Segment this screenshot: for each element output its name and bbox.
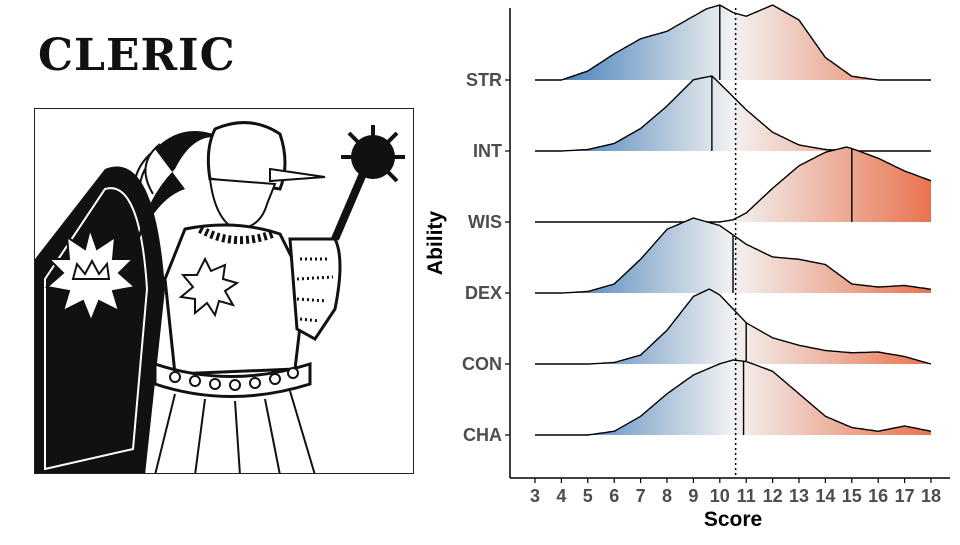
y-tick-label-wis: WIS [468,212,502,232]
x-tick-label-14: 14 [815,486,835,506]
x-tick-label-3: 3 [530,486,540,506]
face-shape [208,177,277,231]
x-tick-label-11: 11 [737,486,756,506]
arm-shape [288,237,342,341]
x-tick-label-4: 4 [556,486,566,506]
ridgeline-chart: 3 4 5 6 7 8 9 10 11 12 13 14 15 16 17 18 STR INT WIS DEX CO… [420,0,960,540]
ridge-line-wis [535,146,932,223]
cleric-drawing [35,121,405,473]
x-tick-label-5: 5 [583,486,593,506]
skirt-folds [154,390,316,473]
ridge-fill-cha [535,360,931,435]
flail-handle [331,167,369,241]
y-tick-label-cha: CHA [463,425,502,445]
shield-shape [35,166,165,473]
x-tick-label-13: 13 [789,486,809,506]
ridge-line-int [535,75,931,152]
x-tick-label-15: 15 [842,486,862,506]
hair-strands [133,143,161,230]
x-tick-label-9: 9 [688,486,698,506]
y-ticks-group: STR INT WIS DEX CON CHA [462,70,510,445]
x-tick-label-16: 16 [868,486,888,506]
page-title: CLERIC [38,30,236,81]
y-tick-label-str: STR [466,70,502,90]
ridge-fill-con [535,289,931,364]
chart-svg: 3 4 5 6 7 8 9 10 11 12 13 14 15 16 17 18 STR INT WIS DEX CO… [424,4,950,531]
ridge-fill-wis [535,147,931,222]
ridge-fill-str [535,5,931,80]
x-tick-label-7: 7 [636,486,646,506]
x-tick-label-18: 18 [921,486,941,506]
ridges-group [535,4,932,436]
chest-emblem-icon [178,256,240,318]
hair-shape [135,131,225,249]
x-tick-label-12: 12 [763,486,783,506]
ridge-fill-int [535,76,931,151]
y-tick-label-int: INT [473,141,502,161]
x-tick-label-8: 8 [662,486,672,506]
arm-chainmail [296,257,334,323]
x-tick-label-17: 17 [895,486,915,506]
ridge-line-cha [535,359,932,436]
chainmail-collar [198,225,277,245]
x-axis-title: Score [704,508,762,531]
y-tick-label-dex: DEX [465,283,502,303]
tunic-shape [163,223,307,376]
x-ticks-group: 3 4 5 6 7 8 9 10 11 12 13 14 15 16 17 18 [530,478,941,506]
shield-rim [44,187,149,471]
helmet-shape [206,121,287,191]
ridge-line-str [535,4,931,81]
y-tick-label-con: CON [462,354,502,374]
ridge-line-con [535,288,932,365]
shield-emblem-icon [44,225,138,324]
helmet-wing [269,167,326,183]
x-tick-label-10: 10 [710,486,730,506]
crown-icon [71,258,111,280]
belt-studs [169,367,299,391]
x-tick-label-6: 6 [609,486,619,506]
cleric-illustration [34,108,414,474]
y-axis-title: Ability [424,211,447,275]
flail-spikes [341,125,405,183]
